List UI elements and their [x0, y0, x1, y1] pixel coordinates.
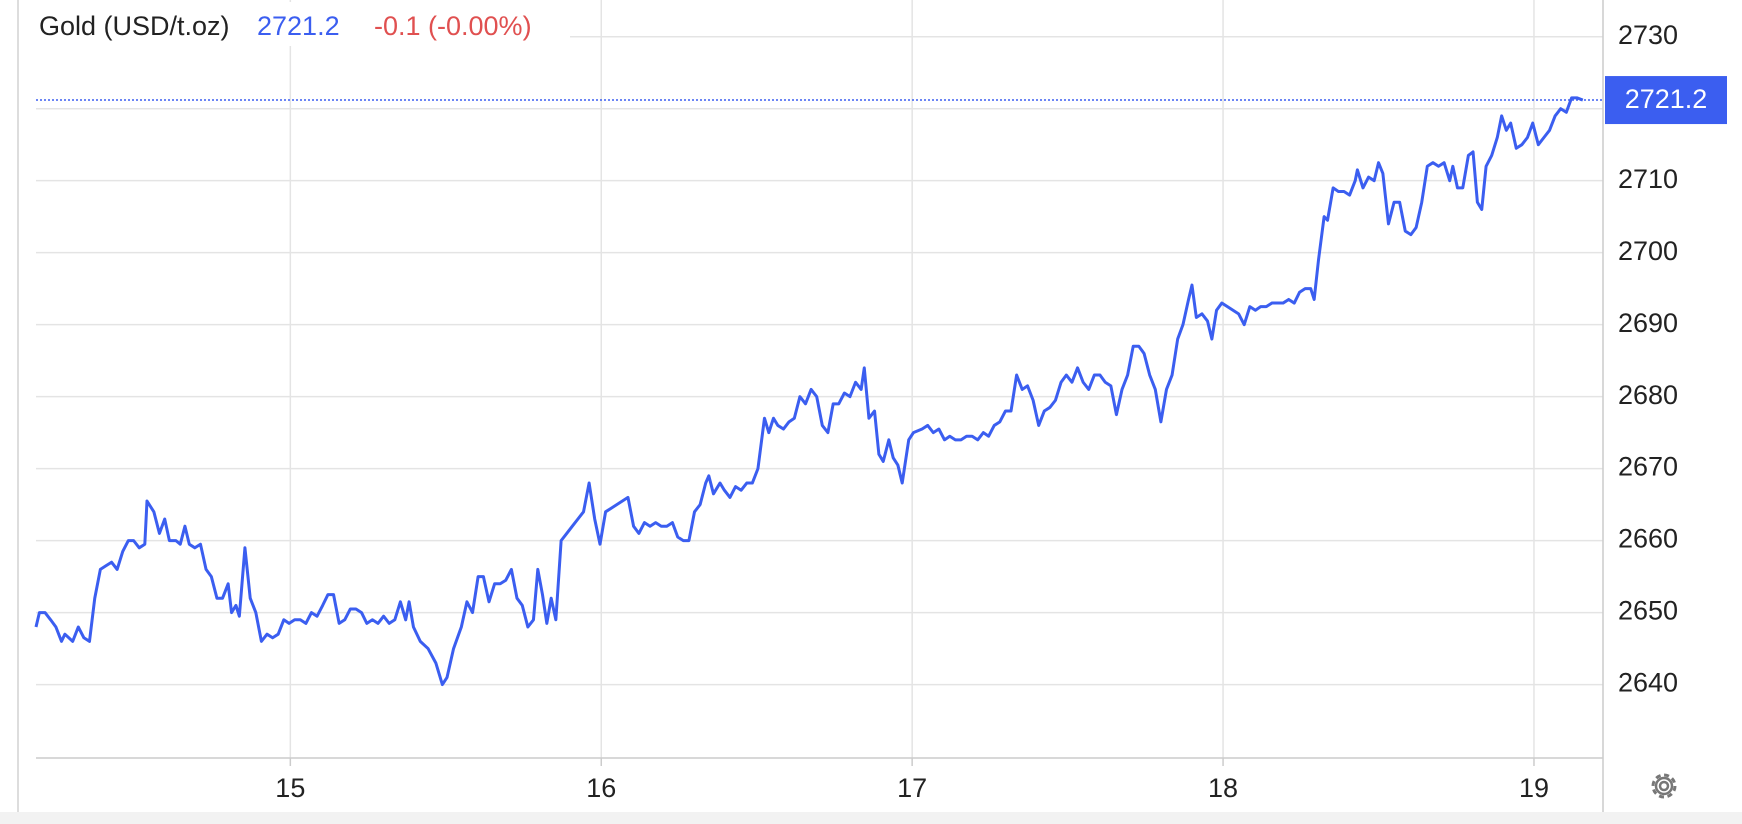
settings-icon[interactable]	[1651, 773, 1677, 799]
instrument-name: Gold (USD/t.oz)	[39, 11, 230, 41]
price-change: -0.1 (-0.00%)	[374, 11, 532, 41]
y-tick-label: 2690	[1618, 308, 1678, 338]
y-tick-label: 2700	[1618, 236, 1678, 266]
y-tick-label: 2640	[1618, 668, 1678, 698]
last-price-box	[1605, 76, 1727, 125]
plot	[34, 96, 1603, 687]
x-tick-label: 16	[586, 773, 616, 803]
y-tick-label: 2650	[1618, 596, 1678, 626]
y-tick-label: 2670	[1618, 452, 1678, 482]
x-tick-label: 15	[275, 773, 305, 803]
grid	[36, 0, 1603, 758]
last-price: 2721.2	[257, 11, 340, 41]
footer-strip	[0, 812, 1742, 824]
y-tick-label: 2730	[1618, 20, 1678, 50]
y-tick-label: 2660	[1618, 524, 1678, 554]
price-line	[34, 96, 1584, 687]
header-bg	[30, 2, 570, 46]
x-tick-label: 17	[897, 773, 927, 803]
y-tick-label: 2680	[1618, 380, 1678, 410]
x-tick-label: 18	[1208, 773, 1238, 803]
x-tick-label: 19	[1519, 773, 1549, 803]
last-price-label: 2721.2	[1625, 84, 1708, 114]
y-tick-label: 2710	[1618, 164, 1678, 194]
